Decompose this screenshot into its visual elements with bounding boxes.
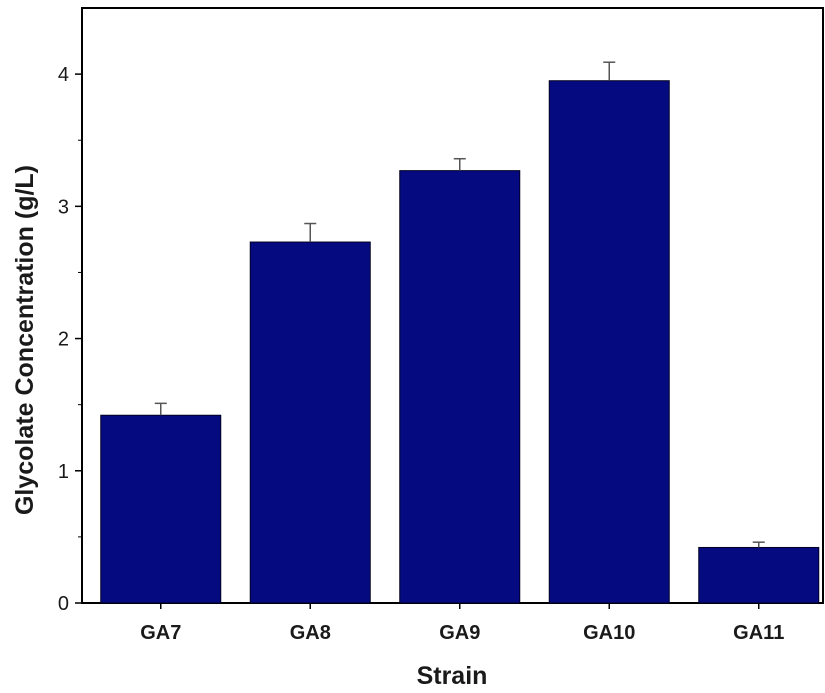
y-tick-label: 1 (58, 461, 69, 483)
bar-ga7 (100, 414, 222, 604)
error-bars-group (154, 61, 765, 548)
x-tick-label-ga7: GA7 (140, 622, 181, 644)
x-axis-title: Strain (417, 662, 488, 690)
bar-ga10 (548, 80, 670, 604)
x-tick-label-ga11: GA11 (733, 622, 784, 644)
x-tick-label-ga10: GA10 (583, 622, 635, 644)
x-axis: GA7 GA8 GA9 GA10 GA11 (140, 603, 784, 644)
bar-ga8 (249, 241, 371, 604)
bar-ga11 (698, 546, 820, 604)
bar-ga9 (399, 170, 521, 604)
error-bar-ga8 (304, 222, 317, 243)
error-bar-ga9 (453, 157, 466, 171)
y-tick-label: 3 (58, 196, 69, 218)
y-axis-title: Glycolate Concentration (g/L) (11, 165, 39, 515)
x-tick-label-ga8: GA8 (290, 622, 331, 644)
y-tick-label: 4 (58, 64, 69, 86)
error-bar-ga10 (603, 61, 616, 81)
y-axis: 0 1 2 3 4 (58, 64, 82, 615)
x-tick-label-ga9: GA9 (439, 622, 480, 644)
error-bar-ga11 (752, 541, 765, 548)
error-bar-ga7 (154, 402, 167, 416)
y-tick-label: 2 (58, 329, 69, 351)
y-tick-label: 0 (58, 593, 69, 615)
